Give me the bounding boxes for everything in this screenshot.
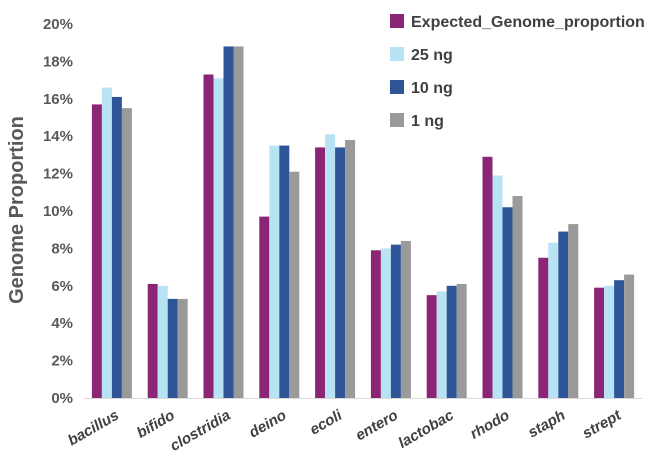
bar-rhodo-1 bbox=[492, 175, 503, 398]
bar-entero-0 bbox=[370, 250, 381, 398]
bar-ecoli-3 bbox=[345, 139, 356, 398]
bar-lactobac-0 bbox=[426, 295, 437, 398]
legend-swatch bbox=[390, 14, 404, 28]
bar-ecoli-1 bbox=[325, 134, 336, 398]
bar-bifido-3 bbox=[177, 298, 188, 398]
legend-label: 10 ng bbox=[411, 80, 453, 97]
x-category-label: deino bbox=[246, 407, 289, 442]
bar-bacillus-2 bbox=[111, 96, 122, 399]
bar-clostridia-0 bbox=[203, 74, 214, 399]
y-tick-label: 6% bbox=[51, 278, 73, 295]
legend-swatch bbox=[390, 113, 404, 127]
bar-rhodo-2 bbox=[502, 207, 513, 398]
bar-ecoli-0 bbox=[315, 147, 326, 398]
bar-lactobac-2 bbox=[446, 285, 457, 398]
bar-deino-0 bbox=[259, 216, 270, 398]
x-category-label: lactobac bbox=[395, 406, 457, 451]
bar-deino-3 bbox=[289, 171, 300, 398]
y-tick-label: 16% bbox=[43, 91, 73, 108]
y-tick-label: 20% bbox=[43, 16, 73, 33]
bar-rhodo-3 bbox=[512, 196, 523, 398]
y-tick-label: 4% bbox=[51, 315, 73, 332]
bar-deino-2 bbox=[279, 145, 290, 398]
bars bbox=[91, 46, 635, 399]
y-tick-label: 2% bbox=[51, 353, 73, 370]
x-category-label: staph bbox=[525, 407, 568, 442]
legend-label: Expected_Genome_proportion bbox=[411, 14, 645, 31]
legend-swatch bbox=[390, 80, 404, 94]
bar-bifido-2 bbox=[167, 298, 178, 398]
legend-swatch bbox=[390, 47, 404, 61]
bar-bifido-1 bbox=[157, 285, 168, 398]
bar-staph-3 bbox=[568, 224, 579, 398]
y-tick-label: 14% bbox=[43, 128, 73, 145]
x-category-label: bifido bbox=[134, 407, 178, 442]
bar-bacillus-3 bbox=[121, 108, 132, 399]
bar-clostridia-1 bbox=[213, 78, 224, 398]
x-category-label: strept bbox=[579, 406, 624, 442]
bar-rhodo-0 bbox=[482, 156, 493, 398]
bar-lactobac-1 bbox=[436, 291, 447, 398]
bar-entero-3 bbox=[400, 240, 411, 398]
y-tick-label: 12% bbox=[43, 166, 73, 183]
y-tick-label: 18% bbox=[43, 53, 73, 70]
bar-clostridia-3 bbox=[233, 46, 244, 398]
legend-label: 25 ng bbox=[411, 47, 453, 64]
bar-ecoli-2 bbox=[335, 147, 346, 398]
x-category-label: clostridia bbox=[167, 407, 233, 455]
x-category-label: ecoli bbox=[307, 406, 346, 438]
bar-bifido-0 bbox=[147, 283, 158, 398]
bar-entero-1 bbox=[380, 248, 391, 398]
bar-strept-1 bbox=[604, 285, 615, 398]
x-category-label: entero bbox=[353, 407, 401, 445]
bar-clostridia-2 bbox=[223, 46, 234, 398]
legend: Expected_Genome_proportion 25 ng 10 ng 1 ng bbox=[390, 14, 645, 130]
bar-lactobac-3 bbox=[456, 283, 467, 398]
legend-label: 1 ng bbox=[411, 113, 444, 130]
bar-deino-1 bbox=[269, 145, 280, 398]
bar-bacillus-1 bbox=[101, 87, 112, 398]
bar-bacillus-0 bbox=[91, 104, 102, 398]
x-category-label: rhodo bbox=[467, 407, 512, 443]
y-axis-label: Genome Proportion bbox=[6, 116, 28, 304]
bar-strept-0 bbox=[594, 287, 605, 398]
y-tick-label: 8% bbox=[51, 240, 73, 257]
bar-staph-1 bbox=[548, 242, 559, 398]
bar-entero-2 bbox=[390, 244, 401, 398]
bar-strept-3 bbox=[624, 274, 635, 398]
x-category-label: bacillus bbox=[65, 407, 122, 450]
bar-strept-2 bbox=[614, 280, 625, 398]
y-axis-ticks: 0% 2% 4% 6% 8% 10% 12% 14% 16% 18% 20% bbox=[43, 16, 73, 407]
y-tick-label: 0% bbox=[51, 390, 73, 407]
y-tick-label: 10% bbox=[43, 203, 73, 220]
bar-staph-2 bbox=[558, 231, 569, 398]
bar-staph-0 bbox=[538, 257, 549, 398]
